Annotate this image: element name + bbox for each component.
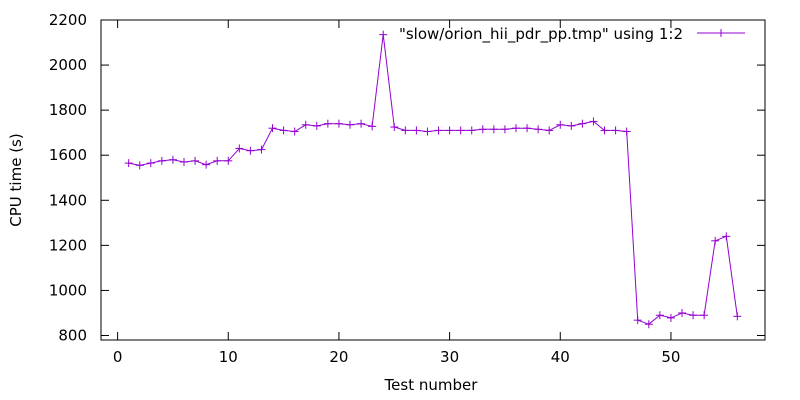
y-tick-label: 1400 <box>49 191 87 209</box>
data-point <box>578 119 587 128</box>
y-axis-title: CPU time (s) <box>7 133 25 226</box>
y-tick-label: 1800 <box>49 101 87 119</box>
data-point <box>622 127 631 136</box>
x-tick-label: 40 <box>551 348 570 366</box>
data-point <box>346 120 354 129</box>
data-point <box>523 124 532 133</box>
data-point <box>512 124 520 133</box>
data-point <box>168 155 177 164</box>
data-point <box>368 122 377 131</box>
data-point <box>567 121 576 130</box>
x-tick-label: 30 <box>440 348 459 366</box>
axis-ticks <box>101 19 765 340</box>
data-point <box>124 159 133 168</box>
data-point <box>301 120 310 129</box>
data-point <box>357 119 366 128</box>
data-point <box>191 156 200 165</box>
y-tick-labels: 800 1000 1200 1400 1600 1800 2000 2200 <box>49 11 87 344</box>
y-tick-label: 2200 <box>49 11 87 29</box>
data-point <box>633 316 642 325</box>
data-point <box>655 311 664 320</box>
data-point <box>235 144 244 153</box>
data-point <box>467 126 476 135</box>
data-point <box>534 125 543 134</box>
data-point <box>390 123 399 132</box>
y-tick-label: 2000 <box>49 56 87 74</box>
data-point <box>213 156 222 165</box>
plot-frame <box>100 19 766 341</box>
data-point <box>556 120 565 129</box>
data-point <box>312 121 321 130</box>
data-point <box>445 126 454 135</box>
data-point <box>180 157 188 166</box>
data-point <box>157 156 166 165</box>
data-point <box>611 126 620 135</box>
data-point <box>545 126 554 135</box>
data-point <box>202 160 211 169</box>
data-point <box>489 125 498 134</box>
data-point <box>666 313 675 322</box>
data-point <box>290 127 299 136</box>
legend: "slow/orion_hii_pdr_pp.tmp" using 1:2 <box>399 25 745 44</box>
x-tick-label: 0 <box>113 348 123 366</box>
data-point <box>589 117 598 126</box>
data-point <box>135 161 144 170</box>
y-tick-label: 1200 <box>49 236 87 254</box>
data-point <box>689 311 698 320</box>
legend-marker <box>717 29 725 37</box>
data-point <box>268 124 277 133</box>
data-point <box>279 126 288 135</box>
y-tick-label: 800 <box>58 326 87 344</box>
data-point <box>722 232 731 241</box>
y-tick-label: 1000 <box>49 281 87 299</box>
series-line <box>128 34 738 325</box>
x-tick-label: 20 <box>329 348 348 366</box>
x-tick-label: 50 <box>661 348 680 366</box>
data-point <box>500 125 509 134</box>
data-point <box>711 236 720 245</box>
data-point <box>334 119 343 128</box>
data-point <box>257 145 266 154</box>
data-point <box>644 320 653 329</box>
data-point <box>401 126 410 135</box>
data-point <box>246 146 255 155</box>
data-point <box>700 311 709 320</box>
x-axis-title: Test number <box>384 376 479 394</box>
x-tick-labels: 0 10 20 30 40 50 <box>113 348 681 366</box>
data-point <box>456 126 465 135</box>
y-tick-label: 1600 <box>49 146 87 164</box>
data-point <box>434 126 443 135</box>
legend-label: "slow/orion_hii_pdr_pp.tmp" using 1:2 <box>399 25 683 44</box>
data-point <box>423 127 432 136</box>
data-point <box>379 30 388 39</box>
data-point <box>678 308 686 317</box>
data-point <box>323 119 332 128</box>
x-tick-label: 10 <box>219 348 238 366</box>
data-point <box>478 125 487 134</box>
data-point <box>600 126 609 135</box>
data-point <box>146 159 155 168</box>
data-point <box>733 312 742 321</box>
series-points <box>124 30 742 329</box>
data-point <box>224 156 233 165</box>
data-point <box>412 126 421 135</box>
